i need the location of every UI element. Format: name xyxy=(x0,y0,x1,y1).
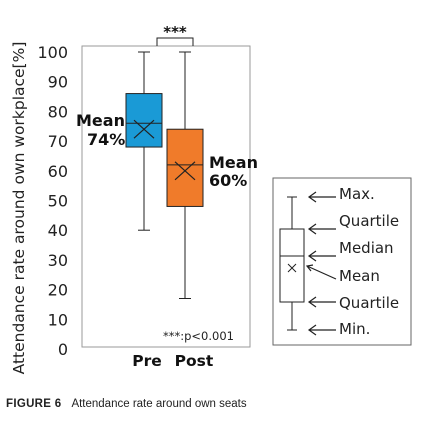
y-tick-label: 20 xyxy=(48,281,68,300)
legend-label-min: Min. xyxy=(339,320,370,338)
y-tick-label: 40 xyxy=(48,221,68,240)
y-tick-label: 0 xyxy=(58,340,68,359)
post-mean-label-word: Mean xyxy=(209,153,258,172)
plot-frame xyxy=(81,45,251,348)
post-mean-marker xyxy=(174,161,196,181)
significance-note: ***:p<0.001 xyxy=(163,329,234,343)
pre-mean-marker xyxy=(133,119,155,139)
arrow-lower-quartile xyxy=(307,296,336,308)
figure-caption: FIGURE 6 Attendance rate around own seats xyxy=(6,398,426,410)
post-mean-label-value: 60% xyxy=(209,171,247,190)
y-tick-label: 90 xyxy=(48,73,68,92)
y-tick-label: 80 xyxy=(48,102,68,121)
legend-mean-x xyxy=(287,263,297,273)
y-tick-label: 30 xyxy=(48,251,68,270)
chart-figure: Attendance rate around own workplace[%] … xyxy=(10,23,412,375)
legend-label-mean: Mean xyxy=(339,267,380,285)
legend-box xyxy=(279,228,305,303)
arrow-max xyxy=(307,191,336,203)
pre-box xyxy=(125,93,163,148)
legend: Max. Quartile Median Mean Quartile Min. xyxy=(272,177,412,346)
caption-label: FIGURE 6 xyxy=(6,398,62,410)
y-axis-label: Attendance rate around own workplace[%] xyxy=(10,42,28,375)
y-tick-label: 10 xyxy=(48,310,68,329)
legend-frame xyxy=(272,177,412,346)
legend-label-median: Median xyxy=(339,239,394,257)
x-tick-label-post: Post xyxy=(175,352,214,370)
legend-label-max: Max. xyxy=(339,185,375,203)
y-tick-label: 60 xyxy=(48,162,68,181)
arrow-min xyxy=(307,324,336,336)
y-tick-labels: 0 10 20 30 40 50 60 70 80 90 100 xyxy=(37,43,68,359)
pre-mean-label: Mean 74% xyxy=(76,111,125,149)
significance-marker: *** xyxy=(163,23,187,41)
legend-label-upper-quartile: Quartile xyxy=(339,212,399,230)
arrow-median xyxy=(307,250,336,262)
caption-text: Attendance rate around own seats xyxy=(71,398,247,410)
post-box xyxy=(166,128,204,207)
y-tick-label: 100 xyxy=(37,43,68,62)
legend-arrows xyxy=(305,191,337,336)
box-plots xyxy=(125,51,204,300)
pre-mean-label-word: Mean xyxy=(76,111,125,130)
arrow-mean xyxy=(305,264,337,280)
y-tick-label: 50 xyxy=(48,192,68,211)
legend-label-lower-quartile: Quartile xyxy=(339,294,399,312)
arrow-upper-quartile xyxy=(307,223,336,235)
y-tick-label: 70 xyxy=(48,132,68,151)
x-tick-label-pre: Pre xyxy=(132,352,162,370)
significance-bracket xyxy=(156,37,194,46)
post-mean-label: Mean 60% xyxy=(209,153,258,190)
pre-mean-label-value: 74% xyxy=(87,130,125,149)
